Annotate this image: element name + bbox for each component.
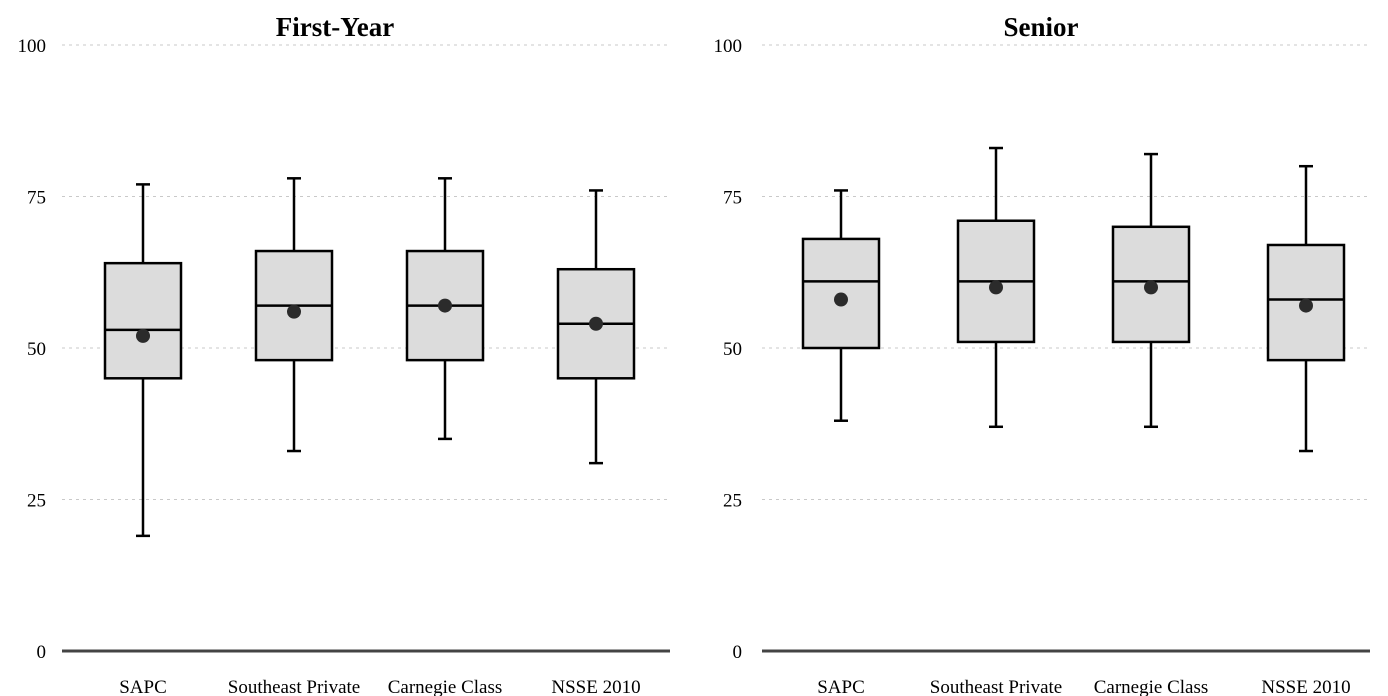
mean-marker [989,280,1003,295]
x-category-label: Carnegie Class [388,677,503,696]
y-tick-label: 50 [27,339,46,360]
y-tick-label: 25 [723,491,742,512]
y-tick-label: 100 [714,36,743,57]
x-category-label: NSSE 2010 [551,677,640,696]
x-category-label: SAPC [817,677,865,696]
senior-panel: Senior 0 25 50 75 100 SAPC Southeast Private Car… [694,0,1388,696]
y-tick-label: 25 [27,491,46,512]
mean-marker [589,316,603,331]
chart-title: First-Year [276,12,394,42]
senior-chart: Senior 0 25 50 75 100 SAPC Southeast Private Car… [714,12,1370,696]
first-year-panel: First-Year 0 25 50 75 100 SAPC Southeast Privat… [18,12,670,696]
mean-marker [1299,298,1313,313]
y-tick-label: 100 [18,36,47,57]
chart-title: Senior [1003,12,1078,42]
mean-marker [438,298,452,313]
mean-marker [287,304,301,319]
x-category-label: NSSE 2010 [1261,677,1350,696]
x-category-label: Southeast Private [930,677,1062,696]
y-tick-label: 50 [723,339,742,360]
y-tick-label: 0 [37,642,47,663]
x-category-label: Carnegie Class [1094,677,1209,696]
y-tick-label: 75 [27,188,46,209]
mean-marker [136,328,150,343]
box-iqr [103,261,183,380]
mean-marker [834,292,848,307]
mean-marker [1144,280,1158,295]
x-category-label: SAPC [119,677,167,696]
x-category-label: Southeast Private [228,677,360,696]
y-tick-label: 75 [723,188,742,209]
y-tick-label: 0 [733,642,743,663]
first-year-chart: First-Year 0 25 50 75 100 SAPC Southeast Privat… [18,12,670,696]
